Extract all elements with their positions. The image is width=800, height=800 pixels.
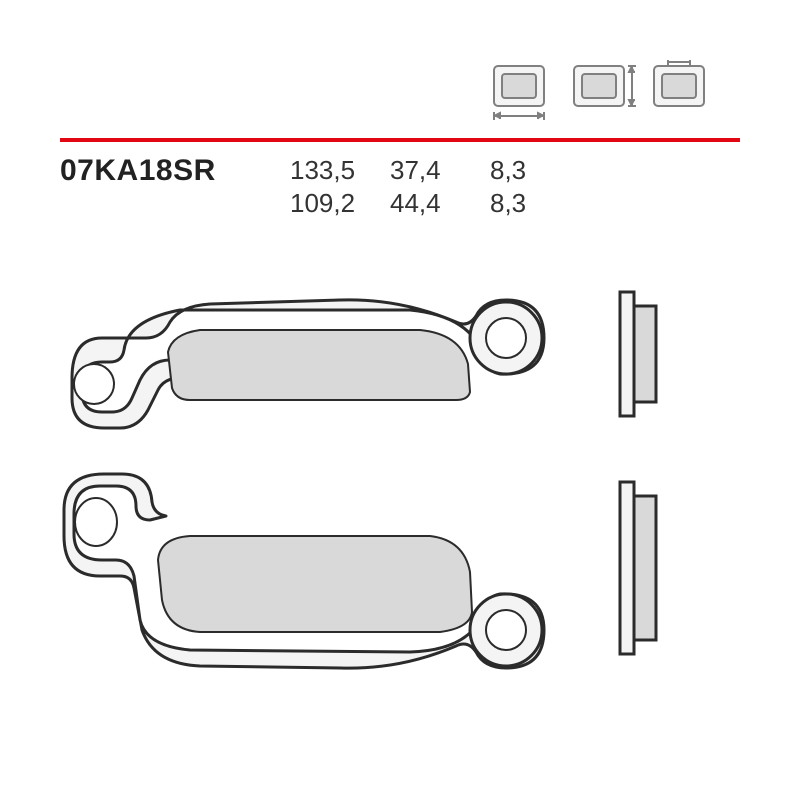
spec-sheet: 07KA18SR 133,5 37,4 8,3 109,2 44,4 8,3 bbox=[60, 60, 740, 740]
spec-table: 133,5 37,4 8,3 109,2 44,4 8,3 bbox=[290, 154, 570, 219]
spec-thick: 8,3 bbox=[490, 154, 570, 187]
spec-width: 133,5 bbox=[290, 154, 370, 187]
brake-pad-svg bbox=[60, 270, 740, 700]
dimension-legend-svg bbox=[488, 60, 710, 124]
part-number: 07KA18SR bbox=[60, 154, 216, 188]
spec-thick: 8,3 bbox=[490, 187, 570, 220]
brake-pad-drawing bbox=[60, 270, 740, 700]
spec-row: 133,5 37,4 8,3 bbox=[290, 154, 570, 187]
dimension-legend bbox=[488, 60, 710, 124]
spec-height: 37,4 bbox=[390, 154, 470, 187]
spec-width: 109,2 bbox=[290, 187, 370, 220]
spec-height: 44,4 bbox=[390, 187, 470, 220]
spec-row: 109,2 44,4 8,3 bbox=[290, 187, 570, 220]
divider-rule bbox=[60, 138, 740, 142]
